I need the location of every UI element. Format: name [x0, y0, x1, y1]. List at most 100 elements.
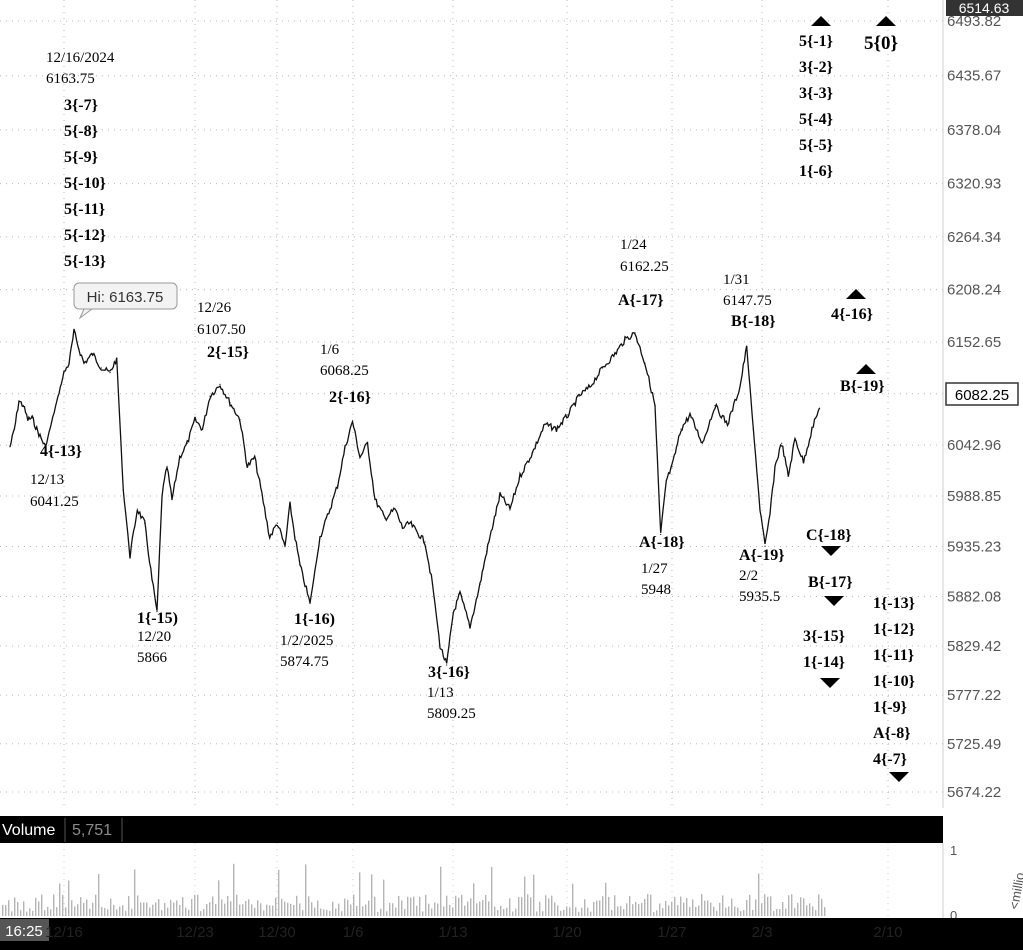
annotation-a0113: 5809.25: [427, 706, 476, 722]
volume-bar: [194, 894, 196, 916]
volume-bar: [389, 902, 391, 916]
volume-bar: [506, 907, 508, 916]
volume-bar: [386, 911, 388, 916]
price-point: [13, 428, 16, 430]
volume-bar: [674, 896, 676, 916]
volume-bar: [569, 907, 571, 916]
volume-bar: [572, 883, 574, 916]
volume-bar: [476, 903, 478, 916]
annotation-w1-15: 1{-15): [137, 610, 178, 627]
price-tick-label: 5674.22: [947, 784, 1001, 801]
volume-bar: [509, 898, 511, 916]
annotation-wave-stack-left: 5{-13}: [64, 253, 106, 270]
volume-bar: [125, 910, 127, 916]
volume-bar: [380, 908, 382, 916]
price-tick-label: 5829.42: [947, 638, 1001, 655]
volume-bar: [182, 897, 184, 916]
price-point: [40, 437, 42, 440]
volume-bar: [608, 896, 610, 916]
price-point: [787, 475, 789, 477]
current-price-label: 6082.25: [955, 387, 1009, 404]
volume-bar: [26, 911, 28, 916]
price-point: [166, 466, 168, 468]
volume-bar: [392, 903, 394, 916]
volume-bar: [434, 902, 436, 916]
annotation-wave-stack-left: 5{-10}: [64, 175, 106, 192]
volume-bar: [800, 897, 802, 916]
price-point: [739, 386, 741, 388]
volume-bar: [263, 910, 265, 916]
volume-bar: [167, 907, 169, 916]
volume-bar: [617, 906, 619, 916]
volume-bar: [365, 904, 367, 916]
volume-bar: [227, 896, 229, 916]
volume-bar: [8, 900, 10, 916]
annotation-wA-19: A{-19}: [739, 547, 785, 564]
price-point: [261, 494, 263, 496]
date-tick-label: 2/3: [752, 924, 773, 941]
annotation-wave-stack-mid: 3{-15}: [803, 628, 845, 645]
volume-bar: [815, 910, 817, 916]
price-point: [714, 404, 716, 407]
volume-bar: [302, 910, 304, 916]
volume-bar: [440, 866, 442, 916]
date-tick-label: 1/20: [552, 924, 581, 941]
volume-bar: [425, 894, 427, 916]
volume-bar: [230, 901, 232, 916]
volume-bar: [32, 910, 34, 916]
volume-bar: [278, 869, 280, 916]
volume-bar: [563, 909, 565, 916]
annotation-wave-stack-left: 5{-8}: [64, 123, 98, 140]
volume-bar: [713, 906, 715, 916]
volume-bar: [224, 903, 226, 916]
volume-bar: [779, 909, 781, 916]
volume-bar: [137, 895, 139, 916]
price-axis[interactable]: 6493.82 6435.67 6378.04 6320.93 6264.34 6208.…: [942, 0, 1001, 808]
volume-bar: [344, 898, 346, 916]
annotation-wA-18: A{-18}: [639, 534, 685, 551]
volume-bar: [578, 911, 580, 916]
price-point: [680, 428, 682, 430]
volume-bar: [272, 905, 274, 916]
volume-bar: [689, 907, 691, 916]
volume-pane[interactable]: Volume 5,751 1 0 <millio: [0, 808, 1023, 923]
volume-bar: [155, 902, 157, 916]
volume-bar: [497, 910, 499, 916]
volume-bar: [83, 903, 85, 916]
volume-bar: [632, 904, 634, 916]
price-point: [22, 404, 24, 407]
volume-bar: [242, 904, 244, 916]
price-point: [746, 345, 748, 348]
price-point: [294, 536, 296, 538]
volume-bar: [629, 895, 631, 916]
volume-bar: [38, 901, 40, 916]
price-tick-label: 6042.96: [947, 437, 1001, 454]
price-point: [459, 593, 461, 595]
volume-bar: [122, 905, 124, 916]
annotation-a0113: 1/13: [427, 685, 454, 701]
volume-bar: [353, 894, 355, 916]
hi-callout: Hi: 6163.75: [73, 282, 178, 320]
volume-bar: [374, 896, 376, 916]
volume-bar: [464, 905, 466, 916]
volume-scale-label: 1: [950, 843, 957, 858]
volume-bar: [239, 904, 241, 916]
price-point: [469, 626, 471, 628]
annotation-wave-stack-right: 1{-13}: [873, 595, 915, 612]
date-tick-label: 1/6: [343, 924, 364, 941]
volume-bar: [752, 909, 754, 916]
volume-bar: [770, 896, 772, 916]
price-point: [9, 446, 11, 448]
volume-bar: [116, 909, 118, 916]
date-axis[interactable]: 16:25 12/16 12/23 12/30 1/6 1/13 1/20 1/27 2/3 2…: [0, 918, 1023, 950]
price-point: [555, 428, 558, 430]
volume-bar: [575, 907, 577, 916]
top-price-label: 6514.63: [959, 0, 1010, 16]
volume-bar: [143, 902, 145, 916]
price-tick-label: 5988.85: [947, 488, 1001, 505]
volume-bar: [599, 900, 601, 916]
volume-bar: [671, 901, 673, 916]
volume-unit-label: <millio: [1006, 871, 1023, 910]
price-point: [344, 447, 346, 449]
